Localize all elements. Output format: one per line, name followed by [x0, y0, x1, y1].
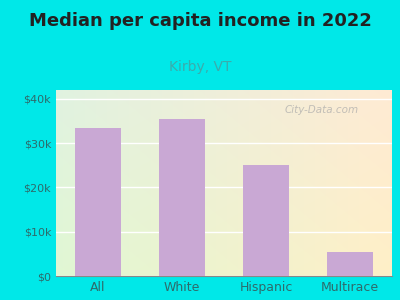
Bar [159, 119, 205, 276]
Bar [327, 252, 373, 276]
Text: Median per capita income in 2022: Median per capita income in 2022 [28, 12, 372, 30]
Bar [75, 128, 121, 276]
Bar [243, 165, 289, 276]
Text: Kirby, VT: Kirby, VT [169, 60, 231, 74]
Text: City-Data.com: City-Data.com [284, 105, 359, 115]
